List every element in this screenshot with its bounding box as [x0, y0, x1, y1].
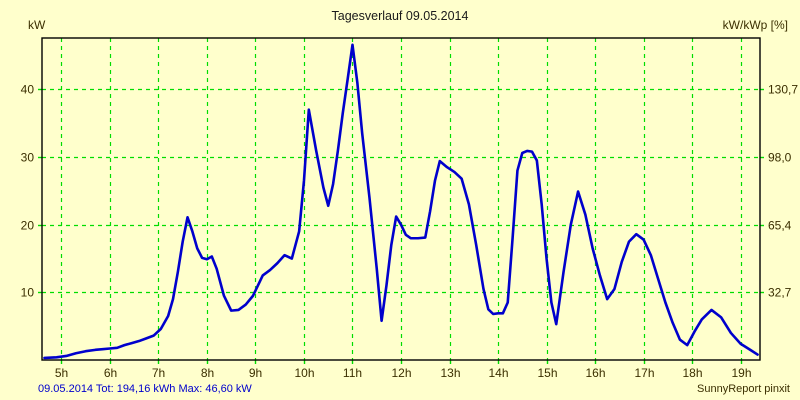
footer-summary: 09.05.2014 Tot: 194,16 kWh Max: 46,60 kW [38, 383, 252, 395]
y-tick-label-right: 65,4 [768, 219, 792, 233]
y-tick-label-left: 20 [21, 219, 35, 233]
y-tick-label-right: 32,7 [768, 286, 792, 300]
x-tick-label: 12h [391, 366, 411, 380]
x-tick-label: 15h [537, 366, 557, 380]
y-tick-label-right: 130,7 [768, 83, 798, 97]
x-tick-label: 8h [201, 366, 214, 380]
chart-title: Tagesverlauf 09.05.2014 [331, 9, 469, 23]
power-curve [43, 43, 759, 360]
x-tick-label: 11h [343, 366, 362, 380]
y-tick-label-left: 30 [21, 151, 35, 165]
y-tick-label-left: 40 [21, 83, 35, 97]
x-gridlines [60, 38, 743, 360]
x-tick-label: 19h [731, 366, 751, 380]
x-tick-label: 10h [294, 366, 314, 380]
x-tick-label: 6h [104, 366, 117, 380]
x-tick-label: 9h [249, 366, 262, 380]
x-tick-label: 16h [585, 366, 605, 380]
x-tick-label: 18h [682, 366, 702, 380]
left-axis-unit-label: kW [28, 18, 46, 32]
right-axis-unit-label: kW/kWp [%] [722, 18, 788, 32]
x-tick-label: 14h [488, 366, 508, 380]
x-tick-label: 13h [440, 366, 460, 380]
plot-frame [41, 37, 761, 361]
footer-credit: SunnyReport pinxit [697, 383, 790, 395]
x-tick-label: 7h [152, 366, 165, 380]
x-tick-label: 17h [634, 366, 654, 380]
y-tick-label-left: 10 [21, 286, 35, 300]
y-axis-left-labels: 10 20 30 40 [21, 83, 35, 300]
x-tick-label: 5h [55, 366, 68, 380]
y-tick-label-right: 98,0 [768, 151, 792, 165]
x-axis-labels: 5h 6h 7h 8h 9h 10h 11h 12h 13h 14h 15h 16h 17h 18h 19h [55, 366, 752, 380]
y-axis-right-labels: 32,7 65,4 98,0 130,7 [768, 83, 798, 300]
